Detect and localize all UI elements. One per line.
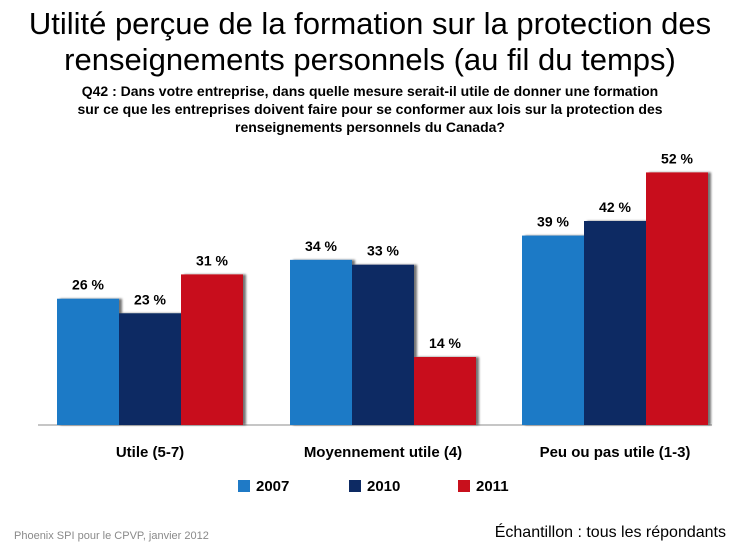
category-label-2: Moyennement utile (4)	[304, 444, 462, 461]
bar-2010-2	[352, 264, 414, 425]
question-line-2: sur ce que les entreprises doivent faire…	[77, 101, 663, 117]
bar-2007-3	[522, 235, 584, 425]
sample-note: Échantillon : tous les répondants	[494, 524, 726, 541]
legend-label-2011: 2011	[476, 478, 509, 495]
bar-2007-1	[57, 298, 119, 425]
category-label-3: Peu ou pas utile (1-3)	[540, 444, 691, 461]
source-note: Phoenix SPI pour le CPVP, janvier 2012	[14, 530, 209, 542]
bar-2011-1	[181, 274, 243, 425]
data-label-2010-2: 33 %	[367, 243, 399, 259]
legend-swatch-2010	[349, 480, 361, 492]
bar-2010-1	[119, 313, 181, 425]
legend-label-2010: 2010	[367, 478, 400, 495]
data-label-2011-1: 31 %	[196, 252, 228, 268]
bar-2011-3	[646, 172, 708, 425]
data-label-2010-3: 42 %	[599, 199, 631, 215]
data-label-2011-3: 52 %	[661, 150, 693, 166]
question-text: Q42 : Dans votre entreprise, dans quelle…	[20, 82, 720, 136]
legend-label-2007: 2007	[256, 478, 289, 495]
bar-2011-2	[414, 357, 476, 425]
data-label-2007-2: 34 %	[305, 238, 337, 254]
question-line-1: Q42 : Dans votre entreprise, dans quelle…	[81, 83, 659, 99]
chart-title-line-2: renseignements personnels (au fil du tem…	[64, 42, 676, 77]
category-label-1: Utile (5-7)	[116, 444, 184, 461]
chart-title-line-1: Utilité perçue de la formation sur la pr…	[28, 6, 712, 41]
legend-swatch-2011	[458, 480, 470, 492]
bar-2010-3	[584, 221, 646, 425]
data-label-2011-2: 14 %	[429, 335, 461, 351]
question-line-3: renseignements personnels du Canada?	[235, 119, 505, 135]
data-label-2010-1: 23 %	[134, 291, 166, 307]
data-label-2007-1: 26 %	[72, 277, 104, 293]
bar-2007-2	[290, 259, 352, 425]
legend-swatch-2007	[238, 480, 250, 492]
chart-title: Utilité perçue de la formation sur la pr…	[0, 6, 740, 78]
data-label-2007-3: 39 %	[537, 214, 569, 230]
